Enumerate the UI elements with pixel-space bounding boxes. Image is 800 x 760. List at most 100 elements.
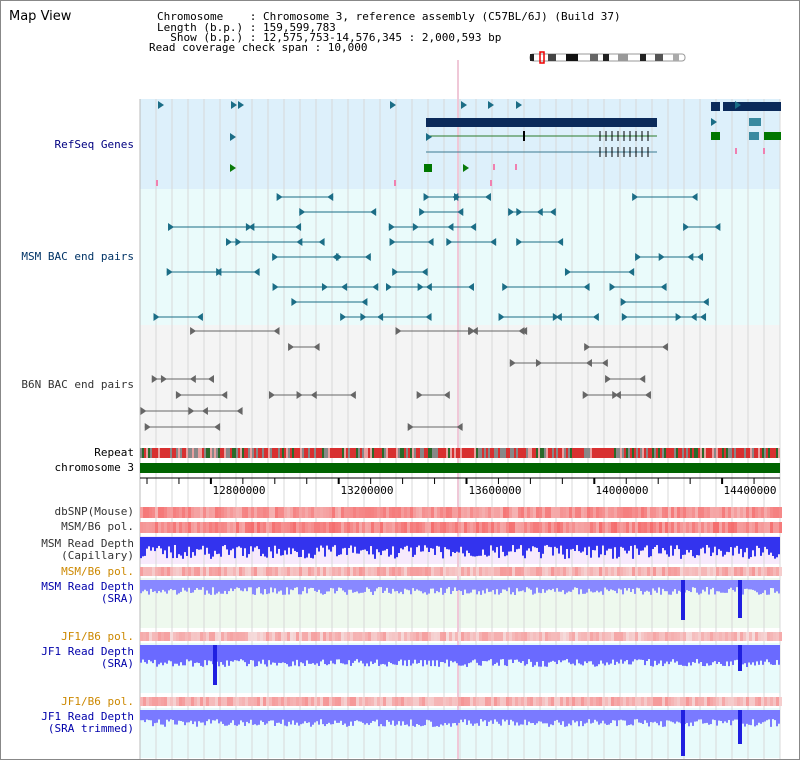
- depth-bar: [374, 580, 376, 592]
- heat-cell: [146, 632, 149, 641]
- depth-bar: [662, 580, 664, 589]
- heat-cell: [335, 567, 338, 576]
- heat-cell: [548, 697, 551, 706]
- depth-bar: [526, 580, 528, 588]
- track-label-jf1-pol[interactable]: JF1/B6 pol.: [61, 630, 134, 643]
- track-label-refseq[interactable]: RefSeq Genes: [54, 138, 134, 151]
- gene-arrow: [516, 101, 522, 109]
- heat-cell: [686, 632, 689, 641]
- depth-bar: [226, 580, 228, 595]
- heat-cell: [191, 567, 194, 576]
- heat-cell: [539, 567, 542, 576]
- depth-bar: [704, 645, 706, 667]
- depth-bar: [392, 580, 394, 589]
- track-label-msm-bac[interactable]: MSM BAC end pairs: [21, 250, 134, 263]
- heat-cell: [656, 632, 659, 641]
- heat-cell: [638, 507, 641, 518]
- heat-cell: [299, 632, 302, 641]
- depth-bar: [720, 645, 722, 664]
- track-label-jf1-pol-2[interactable]: JF1/B6 pol.: [61, 695, 134, 708]
- msm-bac-pair-end: [425, 313, 432, 321]
- depth-bar: [608, 645, 610, 665]
- heat-cell: [500, 632, 503, 641]
- heat-cell: [779, 507, 782, 518]
- repeat-segment: [208, 448, 210, 458]
- track-label-msm-pol[interactable]: MSM/B6 pol.: [61, 520, 134, 533]
- track-label-jf1-depth-sra[interactable]: JF1 Read Depth (SRA): [41, 645, 134, 670]
- depth-bar: [674, 580, 676, 590]
- heat-cell: [683, 507, 686, 518]
- heat-cell: [335, 522, 338, 533]
- heat-cell: [761, 522, 764, 533]
- track-label-b6n-bac[interactable]: B6N BAC end pairs: [21, 378, 134, 391]
- track-label-msm-depth-sra[interactable]: MSM Read Depth (SRA): [41, 580, 134, 605]
- heat-cell: [587, 507, 590, 518]
- depth-bar: [574, 580, 576, 588]
- depth-bar: [364, 710, 366, 725]
- depth-bar: [284, 710, 286, 726]
- heat-cell: [170, 522, 173, 533]
- track-label-chromosome[interactable]: chromosome 3: [54, 461, 134, 474]
- track-label-dbsnp[interactable]: dbSNP(Mouse): [54, 505, 134, 518]
- depth-bar: [250, 580, 252, 588]
- track-label-repeat[interactable]: Repeat: [94, 446, 134, 459]
- heat-cell: [527, 697, 530, 706]
- track-label-msm-depth-capillary[interactable]: MSM Read Depth (Capillary): [41, 537, 134, 562]
- heat-cell: [359, 697, 362, 706]
- repeat-segment: [616, 448, 618, 458]
- repeat-segment: [440, 448, 442, 458]
- heat-cell: [407, 507, 410, 518]
- depth-bar: [608, 580, 610, 592]
- heat-cell: [290, 632, 293, 641]
- heat-cell: [362, 567, 365, 576]
- depth-bar: [694, 580, 696, 588]
- heat-cell: [368, 697, 371, 706]
- heat-cell: [419, 522, 422, 533]
- depth-bar: [632, 580, 634, 589]
- heat-cell: [227, 697, 230, 706]
- repeat-segment: [766, 448, 768, 458]
- depth-bar: [406, 537, 408, 546]
- depth-bar: [756, 710, 758, 726]
- depth-bar: [702, 580, 704, 590]
- heat-cell: [509, 632, 512, 641]
- heat-cell: [431, 567, 434, 576]
- repeat-segment: [738, 448, 740, 458]
- repeat-segment: [682, 448, 684, 458]
- depth-bar: [456, 645, 458, 664]
- depth-bar: [668, 537, 670, 557]
- depth-bar: [268, 710, 270, 722]
- heat-cell: [494, 522, 497, 533]
- heat-cell: [350, 632, 353, 641]
- depth-bar: [732, 580, 734, 590]
- depth-bar: [188, 580, 190, 588]
- heat-cell: [593, 632, 596, 641]
- depth-bar: [470, 537, 472, 556]
- depth-bar: [142, 710, 144, 721]
- heat-cell: [605, 697, 608, 706]
- depth-bar: [516, 645, 518, 660]
- depth-bar: [366, 580, 368, 588]
- heat-cell: [719, 697, 722, 706]
- heat-cell: [650, 507, 653, 518]
- repeat-segment: [292, 448, 294, 458]
- depth-bar: [404, 710, 406, 725]
- track-label-jf1-depth-trimmed[interactable]: JF1 Read Depth (SRA trimmed): [41, 710, 134, 735]
- depth-bar: [478, 710, 480, 726]
- depth-bar: [442, 580, 444, 595]
- msm-bac-pair-end: [470, 223, 477, 231]
- repeat-segment: [482, 448, 484, 458]
- heat-cell: [287, 522, 290, 533]
- heat-cell: [509, 522, 512, 533]
- track-label-msm-pol-2[interactable]: MSM/B6 pol.: [61, 565, 134, 578]
- depth-bar: [556, 710, 558, 720]
- repeat-segment: [156, 448, 158, 458]
- depth-bar: [318, 580, 320, 590]
- heat-cell: [152, 522, 155, 533]
- heat-cell: [251, 567, 254, 576]
- ideogram-band: [640, 54, 646, 61]
- depth-bar: [604, 537, 606, 556]
- depth-bar: [492, 710, 494, 724]
- heat-cell: [662, 697, 665, 706]
